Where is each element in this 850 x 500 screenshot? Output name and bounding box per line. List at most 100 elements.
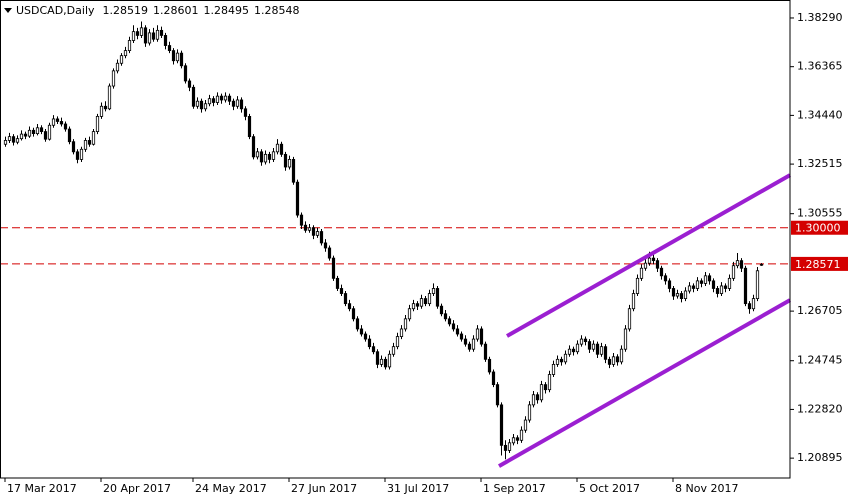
candle-body [719,285,724,294]
candle-body [639,267,644,279]
candle-body [343,293,348,305]
menu-arrow [4,8,12,13]
x-tick-label: 24 May 2017 [195,482,267,495]
candle-body [335,277,340,289]
candle-body [255,151,260,158]
candle-body [195,100,200,107]
candle-body [91,131,96,145]
candle-body [583,338,588,343]
candle-body [687,285,692,292]
candle-body [703,275,708,284]
candle-body [495,384,500,406]
candle-body [199,100,204,110]
candle-body [527,404,532,421]
candle-body [543,384,548,391]
candle-body [387,353,392,368]
candle-body [615,356,620,363]
candle-body [99,105,104,117]
candle-body [575,343,580,353]
candle-body [455,328,460,335]
candle-body [399,328,404,337]
candle-body [479,328,484,345]
candle-body [159,29,164,36]
candle-body [727,277,732,289]
candle-body [567,348,572,355]
candle-body [339,288,344,294]
candle-body [359,328,364,335]
candle-body [735,260,740,267]
candle-body [591,343,596,350]
chart-header: USDCAD,Daily 1.28519 1.28601 1.28495 1.28548 [16,4,300,17]
candle-body [423,298,428,305]
y-tick-label: 1.38290 [797,11,843,24]
candle-body [539,384,544,401]
candle-body [291,159,296,183]
candle-body [507,442,512,451]
x-tick-label: 31 Jul 2017 [387,482,449,495]
candle-body [143,27,148,44]
y-tick-label: 1.34440 [797,108,843,121]
candle-body [219,95,224,101]
candle-body [487,358,492,373]
candle-body [619,348,624,363]
y-tick-label: 1.24745 [797,354,843,367]
candle-body [511,437,516,444]
candle-body [43,131,48,140]
candle-body [31,129,36,135]
candle-body [563,353,568,363]
y-tick-label: 1.30555 [797,207,843,220]
close-value: 1.28548 [254,4,300,17]
candle-body [251,136,256,158]
candle-body [259,151,264,163]
candle-body [695,280,700,289]
candle-body [139,27,144,36]
candle-body [447,318,452,325]
candle-body [235,99,240,107]
candle-body [55,118,60,122]
candle-body [579,338,584,345]
candle-body [627,308,632,330]
candle-body [671,288,676,297]
candle-body [647,257,652,264]
candle-body [675,293,680,297]
candle-body [407,308,412,320]
candle-body [215,95,220,103]
candle-body [299,214,304,226]
candle-body [331,257,336,279]
candle-body [7,136,12,141]
candle-body [15,138,20,143]
candle-body [623,328,628,350]
candle-body [491,371,496,386]
candle-body [223,95,228,101]
candle-body [163,35,168,46]
candle-body [211,98,216,103]
candle-body [395,336,400,348]
candle-body [147,32,152,44]
candle-body [111,70,116,87]
candle-body [419,298,424,307]
candle-body [475,328,480,340]
open-value: 1.28519 [103,4,149,17]
candle-body [731,265,736,279]
candle-body [179,52,184,67]
candle-body [683,290,688,299]
candle-body [707,275,712,282]
candle-body [739,260,744,269]
candle-body [655,260,660,269]
candle-body [47,124,52,140]
candle-body [39,127,44,132]
candle-body [607,358,612,365]
candle-body [347,303,352,310]
candle-body [651,257,656,262]
candle-body [379,358,384,365]
candle-body [283,153,288,168]
level-label: 1.30000 [795,222,841,235]
candle-body [559,358,564,363]
candle-body [659,267,664,277]
candle-body [467,343,472,350]
candle-body [35,127,40,135]
candle-body [643,262,648,269]
candle-body [79,148,84,160]
candle-body [135,31,140,36]
candle-body [279,143,284,155]
